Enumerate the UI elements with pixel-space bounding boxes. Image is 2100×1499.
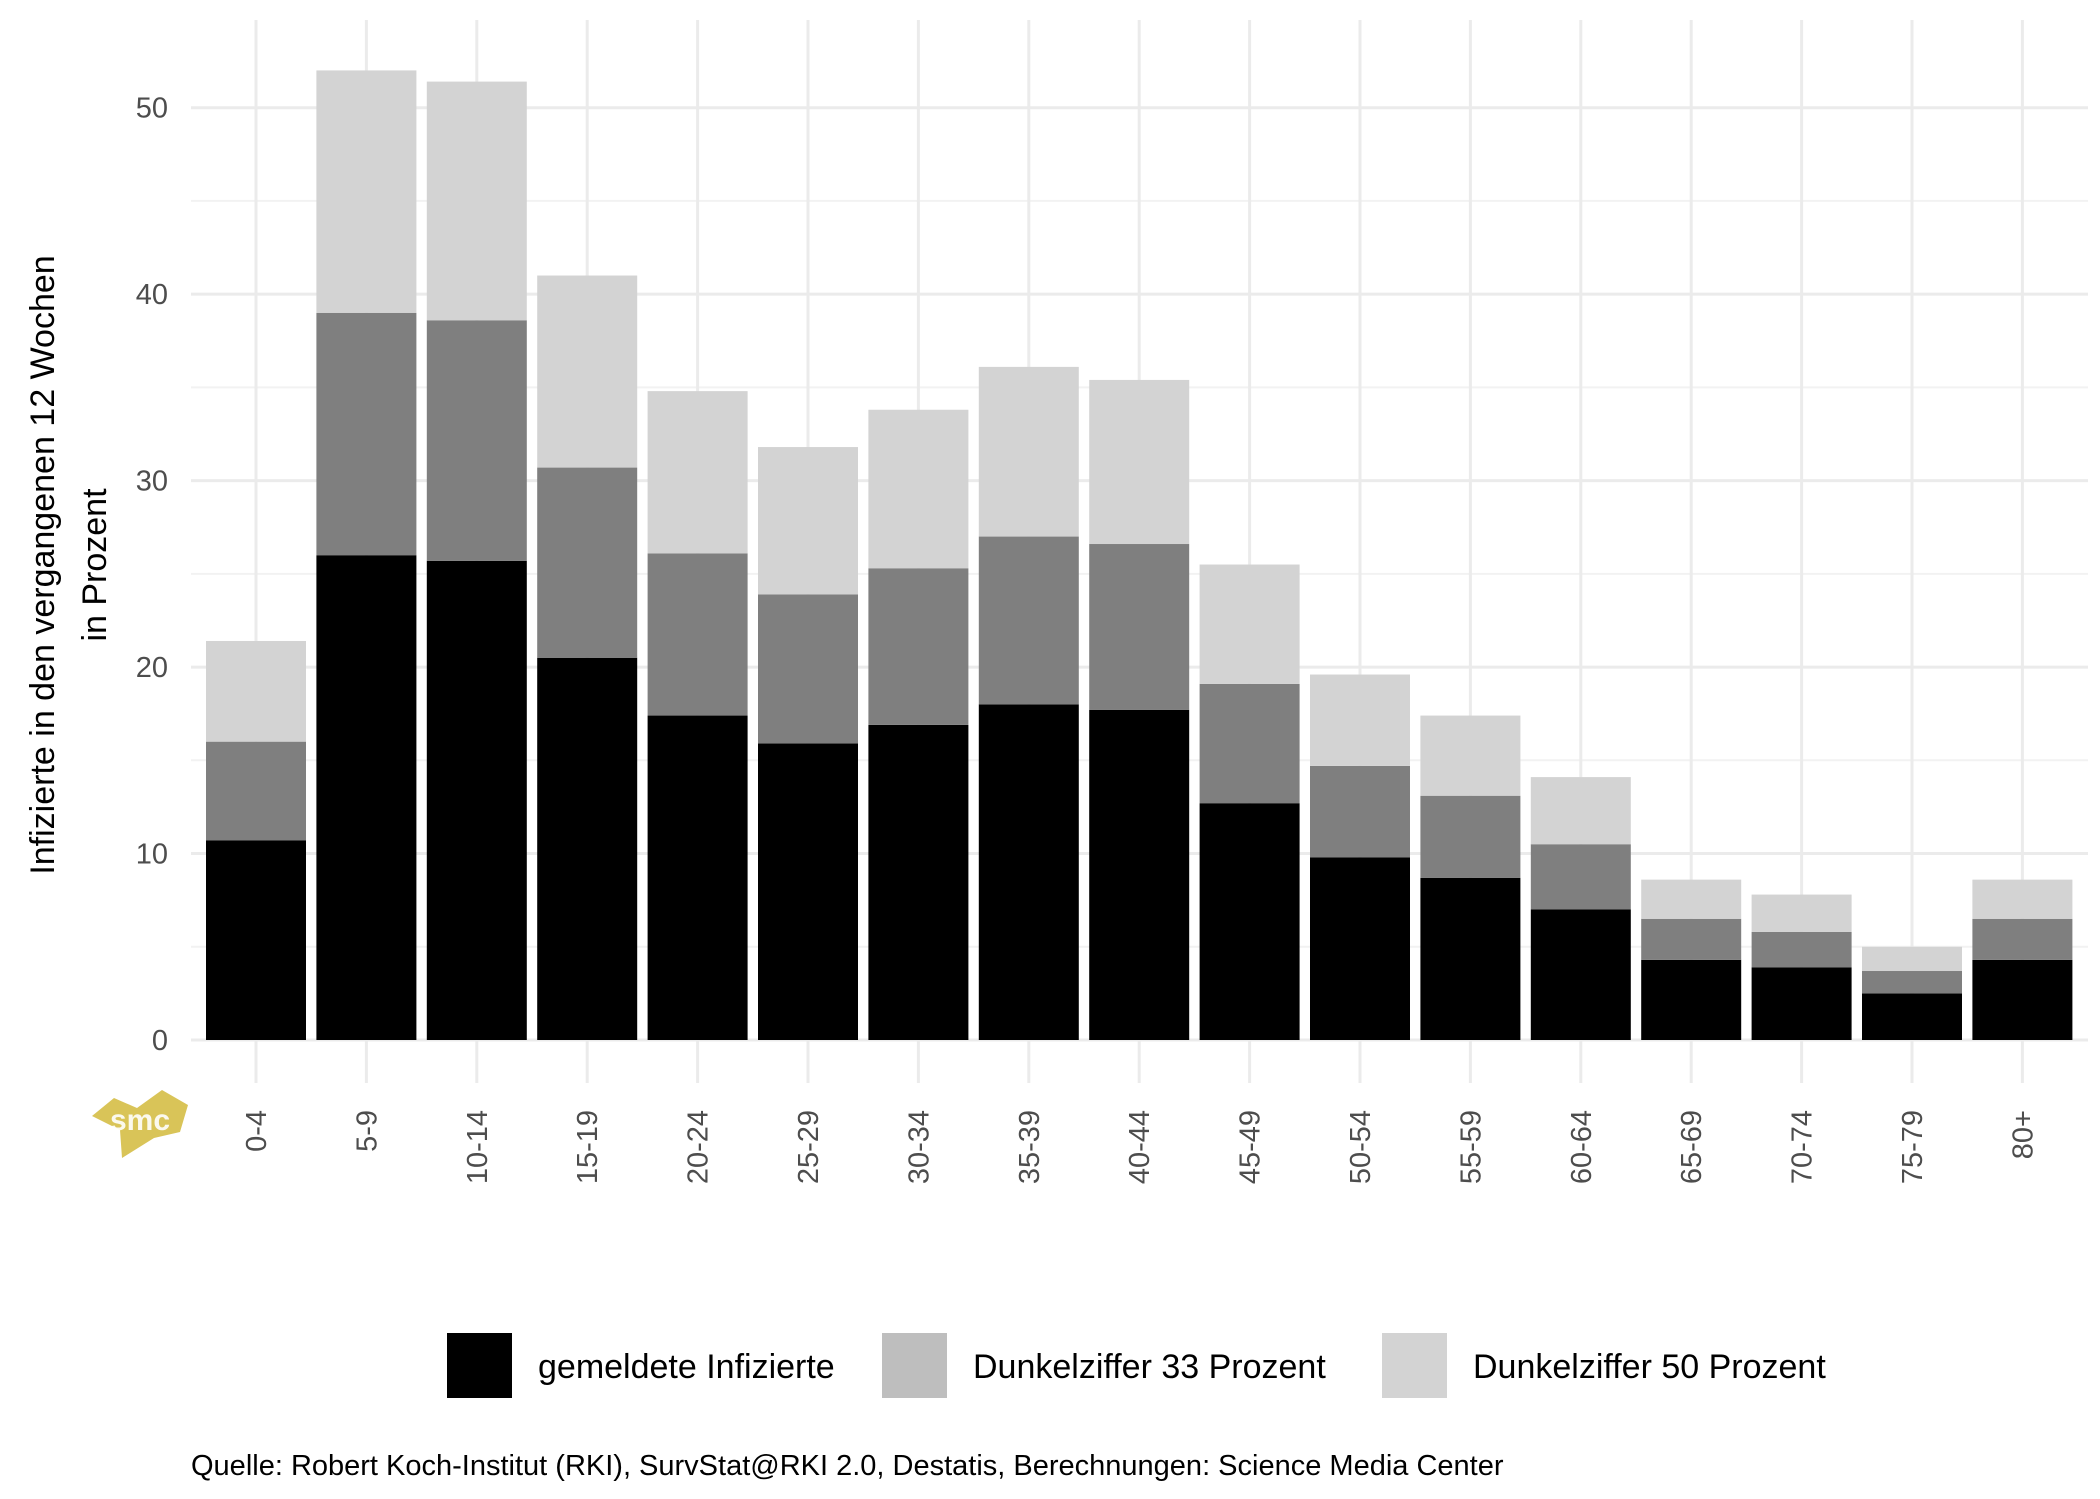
bar-segment-1-75-79 xyxy=(1862,993,1962,1040)
x-tick-label: 30-34 xyxy=(903,1110,935,1184)
x-tick-label: 40-44 xyxy=(1124,1110,1156,1184)
bar-segment-3-80+ xyxy=(1972,879,2073,919)
y-axis-title-line-2: in Prozent xyxy=(76,488,114,642)
bar-segment-3-10-14 xyxy=(426,81,527,321)
bar-segment-3-25-29 xyxy=(758,447,858,595)
bar-segment-2-35-39 xyxy=(978,536,1079,705)
bar-segment-2-75-79 xyxy=(1862,971,1962,994)
bar-segment-2-0-4 xyxy=(206,741,306,841)
bar-segment-2-10-14 xyxy=(426,320,527,561)
x-tick-label: 10-14 xyxy=(462,1110,494,1184)
bar-segment-1-65-69 xyxy=(1641,959,1742,1040)
bar-segment-1-5-9 xyxy=(316,555,417,1040)
x-tick-label: 25-29 xyxy=(793,1110,825,1184)
bar-segment-3-45-49 xyxy=(1199,564,1300,684)
bar-segment-3-50-54 xyxy=(1310,674,1410,766)
x-tick-label: 80+ xyxy=(2007,1110,2039,1159)
bar-segment-2-5-9 xyxy=(316,312,417,556)
bar-segment-2-50-54 xyxy=(1310,765,1410,858)
bar-segment-1-35-39 xyxy=(978,704,1079,1040)
bar-segment-1-60-64 xyxy=(1530,909,1631,1040)
y-tick-label: 30 xyxy=(136,466,168,498)
bar-segment-3-15-19 xyxy=(537,275,638,468)
legend-key-1 xyxy=(447,1333,512,1398)
bar-segment-3-30-34 xyxy=(868,409,969,569)
bars xyxy=(206,70,2073,1040)
x-tick-label: 50-54 xyxy=(1345,1110,1377,1184)
bar-segment-1-30-34 xyxy=(868,724,969,1040)
x-tick-label: 0-4 xyxy=(241,1110,273,1152)
legend-key-2 xyxy=(882,1333,947,1398)
legend-key-3 xyxy=(1382,1333,1447,1398)
x-tick-label: 35-39 xyxy=(1014,1110,1046,1184)
x-tick-label: 20-24 xyxy=(683,1110,715,1184)
x-tick-label: 65-69 xyxy=(1676,1110,1708,1184)
bar-segment-2-25-29 xyxy=(758,594,858,744)
bar-segment-1-80+ xyxy=(1972,959,2073,1040)
y-tick-label: 40 xyxy=(136,279,168,311)
bar-segment-1-0-4 xyxy=(206,840,306,1040)
bar-segment-2-80+ xyxy=(1972,918,2073,960)
bar-segment-3-70-74 xyxy=(1751,894,1852,932)
y-tick-label: 20 xyxy=(136,652,168,684)
bar-segment-2-65-69 xyxy=(1641,918,1742,960)
bar-segment-3-0-4 xyxy=(206,640,306,742)
svg-text:smc: smc xyxy=(110,1104,170,1137)
y-tick-label: 10 xyxy=(136,839,168,871)
legend-label-3: Dunkelziffer 50 Prozent xyxy=(1473,1348,1826,1386)
bar-segment-1-55-59 xyxy=(1420,877,1521,1040)
bar-segment-2-70-74 xyxy=(1751,931,1852,968)
legend-label-1: gemeldete Infizierte xyxy=(538,1348,835,1386)
bar-segment-1-70-74 xyxy=(1751,967,1852,1040)
bar-segment-3-65-69 xyxy=(1641,879,1742,919)
x-axis-ticks: 0-4 5-9 10-14 15-19 20-24 25-29 30-34 35-39 40-4… xyxy=(241,1110,2039,1184)
y-axis-ticks: 0 10 20 30 40 50 xyxy=(136,93,168,1057)
bar-segment-3-35-39 xyxy=(978,366,1079,537)
bar-segment-2-60-64 xyxy=(1530,844,1631,910)
y-axis-title-line-1: Infizierte in den vergangenen 12 Wochen xyxy=(24,255,62,874)
x-tick-label: 55-59 xyxy=(1455,1110,1487,1184)
bar-segment-3-40-44 xyxy=(1089,379,1190,545)
bar-segment-2-45-49 xyxy=(1199,683,1300,804)
bar-segment-3-60-64 xyxy=(1530,777,1631,845)
x-tick-label: 15-19 xyxy=(572,1110,604,1184)
bar-segment-2-30-34 xyxy=(868,568,969,725)
bar-segment-3-75-79 xyxy=(1862,946,1962,972)
bar-segment-2-55-59 xyxy=(1420,795,1521,878)
bar-segment-1-45-49 xyxy=(1199,803,1300,1040)
legend: gemeldete Infizierte Dunkelziffer 33 Proz… xyxy=(447,1333,1826,1398)
bar-segment-1-10-14 xyxy=(426,560,527,1040)
bar-segment-1-25-29 xyxy=(758,743,858,1040)
bar-segment-1-15-19 xyxy=(537,657,638,1040)
x-tick-label: 60-64 xyxy=(1566,1110,1598,1184)
bar-segment-1-40-44 xyxy=(1089,709,1190,1040)
bar-segment-2-40-44 xyxy=(1089,544,1190,710)
bar-segment-3-5-9 xyxy=(316,70,417,313)
smc-logo: smc xyxy=(92,1090,188,1158)
x-tick-label: 5-9 xyxy=(351,1110,383,1152)
x-tick-label: 75-79 xyxy=(1897,1110,1929,1184)
bar-segment-3-20-24 xyxy=(647,391,748,554)
bar-segment-1-20-24 xyxy=(647,715,748,1040)
bar-segment-1-50-54 xyxy=(1310,857,1410,1040)
legend-label-2: Dunkelziffer 33 Prozent xyxy=(973,1348,1326,1386)
caption: Quelle: Robert Koch-Institut (RKI), Surv… xyxy=(191,1450,1504,1482)
x-tick-label: 70-74 xyxy=(1787,1110,1819,1184)
x-tick-label: 45-49 xyxy=(1235,1110,1267,1184)
bar-segment-2-15-19 xyxy=(537,467,638,658)
bar-segment-2-20-24 xyxy=(647,553,748,716)
bar-segment-3-55-59 xyxy=(1420,715,1521,796)
y-tick-label: 0 xyxy=(152,1025,168,1057)
y-tick-label: 50 xyxy=(136,93,168,125)
